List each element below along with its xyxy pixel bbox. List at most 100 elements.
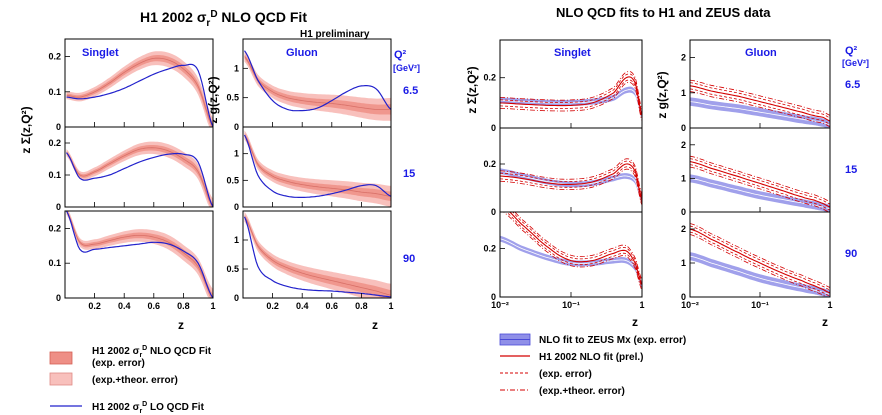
h1-nlo-fit-line [508,212,642,286]
zeus-fit-line [690,178,830,209]
h1-exp-upper [690,158,830,205]
left-gluon-xlabel: z [372,318,378,332]
h1-exp-upper [690,225,830,291]
nlo-fit-line [244,134,391,197]
right-q2-6.5: 6.5 [845,79,860,91]
right-gluon-Q2_90-ytick-label: 0 [681,292,686,302]
left-singlet-Q2_90-xtick-label: 1 [210,301,215,311]
right-gluon-Q2_6_5-ytick-label: 1 [681,88,686,98]
h1-nlo-fit-line [500,76,642,116]
legend-exp-error-label: (exp. error) [92,358,145,369]
left-singlet-Q2_90-plot [65,211,213,298]
h1-theor-lower [500,168,642,206]
h1-nlo-fit-line [690,228,830,294]
legend-theor-label-right: (exp.+theor. error) [539,386,625,397]
h1-theor-upper [500,158,642,195]
h1-theor-lower [502,212,642,291]
left-singlet-Q2_90-xtick-label: 0.4 [118,301,131,311]
left-gluon-Q2_6_5-ytick-label: 0.5 [226,93,239,103]
left-legend: H1 2002 σrD NLO QCD Fit (exp. error) (ex… [49,345,212,415]
right-singlet-Q2_6_5-ytick-label: 0 [491,123,496,133]
left-gluon-Q2_90-ytick-label: 0 [234,293,239,303]
right-q2-15: 15 [845,164,857,176]
nlo-theor-error-band [244,211,391,298]
left-gluon-Q2_90-xtick-label: 1 [388,301,393,311]
nlo-fit-line [244,56,391,110]
h1-exp-lower [505,212,642,288]
left-q2-90: 90 [403,253,415,265]
left-singlet-Q2_90: 0 0.1 0.2 0.2 0.4 0.6 0.8 1 [48,210,216,311]
right-gluon-Q2_6_5: 0 1 2 [681,39,831,133]
left-singlet-Q2_90-frame [64,210,214,299]
left-q2-6.5: 6.5 [403,85,418,97]
nlo-theor-error-band [66,51,213,127]
left-singlet-Q2_90-ytick-label: 0.1 [48,258,61,268]
zeus-fit-line [500,238,642,286]
left-singlet-Q2_15-ytick-label: 0.2 [48,138,61,148]
right-gluon-Q2_15-ytick-label: 1 [681,173,686,183]
nlo-fit-line [66,211,213,298]
left-q2-unit: [GeV²] [393,63,420,73]
left-gluon-Q2_6_5-ytick-label: 0 [234,122,239,132]
h1-theor-lower [500,81,642,122]
left-singlet-Q2_6_5: 0 0.1 0.2 [48,38,214,132]
left-q2-15: 15 [403,168,415,180]
right-singlet-Q2_90-frame [499,211,643,298]
preliminary-label: H1 preliminary [300,29,370,40]
left-singlet-Q2_90-ytick-label: 0.2 [48,223,61,233]
right-gluon-Q2_90-ytick-label: 1 [681,258,686,268]
right-singlet-Q2_6_5-plot [500,71,642,122]
right-singlet-xlabel: z [632,315,638,329]
right-gluon-Q2_90-plot [690,223,830,297]
h1-theor-lower [690,91,830,128]
nlo-fit-line [66,57,213,127]
legend-theor-label: (exp.+theor. error) [92,375,178,386]
zeus-error-band [690,252,830,297]
left-gluon-Q2_90-ytick-label: 1 [234,235,239,245]
h1-exp-upper [500,160,642,198]
right-singlet-header: Singlet [554,47,591,59]
left-singlet-Q2_6_5-plot [66,51,213,127]
right-title: NLO QCD fits to H1 and ZEUS data [556,5,771,20]
nlo-exp-error-band [66,211,213,298]
right-gluon-Q2_15-ytick-label: 0 [681,207,686,217]
right-singlet-Q2_15-ytick-label: 0.2 [483,159,496,169]
right-gluon-Q2_15-ytick-label: 2 [681,140,686,150]
left-singlet-Q2_15-ytick-label: 0.1 [48,170,61,180]
right-q2-90: 90 [845,248,857,260]
left-gluon-Q2_15-frame [242,126,392,208]
left-figure: H1 2002 σrD NLO QCD Fit H1 preliminary S… [19,9,420,415]
left-singlet-Q2_6_5-ytick-label: 0 [56,122,61,132]
left-title: H1 2002 σrD NLO QCD Fit [140,9,307,29]
legend-lo-label: H1 2002 σrD LO QCD Fit [92,401,205,415]
left-singlet-header: Singlet [82,47,119,59]
lo-fit-line [65,211,213,298]
left-gluon-Q2_6_5-plot [244,50,391,121]
right-singlet-Q2_6_5-ytick-label: 0.2 [483,73,496,83]
right-singlet-Q2_90-ytick-label: 0 [491,292,496,302]
right-legend: NLO fit to ZEUS Mx (exp. error) H1 2002 … [499,333,686,397]
right-gluon-Q2_90-ytick-label: 2 [681,224,686,234]
legend-swatch-dark-band [49,351,73,365]
h1-exp-upper [500,73,642,113]
h1-exp-lower [690,164,830,211]
right-singlet-Q2_15-ytick-label: 0 [491,207,496,217]
right-gluon-Q2_90: 0 1 2 10⁻² 10⁻¹ 1 [681,211,833,310]
left-gluon-Q2_90: 0 0.5 1 0.2 0.4 0.6 0.8 1 [226,210,394,311]
h1-theor-upper [690,155,830,202]
h1-exp-lower [500,166,642,204]
left-q2-header: Q² [394,49,407,61]
h1-exp-upper [690,82,830,119]
right-gluon-Q2_90-xtick-label: 10⁻¹ [751,300,769,310]
right-q2-header: Q² [845,45,858,57]
legend-h1-nlo-label: H1 2002 NLO fit (prel.) [539,352,643,363]
left-singlet-Q2_15-plot [66,141,213,207]
left-singlet-Q2_90-xtick-label: 0.2 [88,301,101,311]
right-gluon-xlabel: z [822,315,828,329]
left-singlet-Q2_15: 0 0.1 0.2 [48,126,214,212]
right-q2-unit: [GeV²] [842,58,869,68]
h1-theor-upper [514,212,642,280]
right-singlet-Q2_90: 0 0.2 10⁻² 10⁻¹ 1 [483,211,645,310]
